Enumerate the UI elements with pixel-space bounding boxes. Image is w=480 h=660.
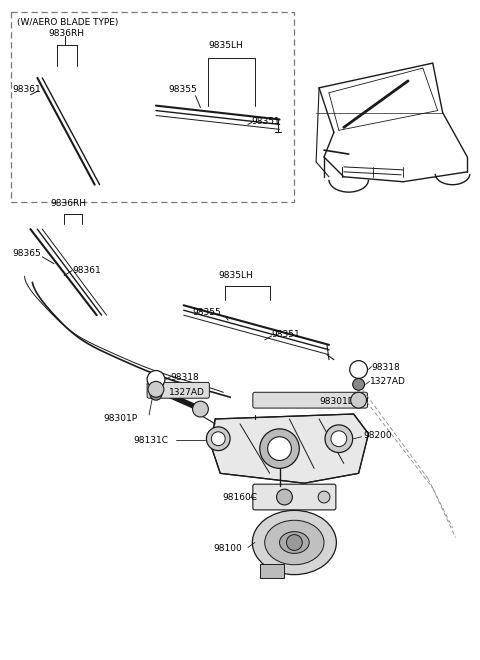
- Text: 98351: 98351: [272, 330, 300, 339]
- Text: 9835LH: 9835LH: [218, 271, 253, 280]
- Circle shape: [318, 491, 330, 503]
- Text: 9836RH: 9836RH: [50, 199, 86, 207]
- FancyBboxPatch shape: [253, 392, 368, 408]
- Text: 98361: 98361: [72, 266, 101, 275]
- Circle shape: [150, 388, 162, 400]
- Text: 98365: 98365: [12, 249, 41, 258]
- Circle shape: [325, 425, 353, 453]
- Circle shape: [351, 392, 367, 408]
- FancyBboxPatch shape: [253, 484, 336, 510]
- Text: 98361: 98361: [12, 85, 41, 94]
- Circle shape: [147, 370, 165, 388]
- Text: 98200: 98200: [363, 431, 392, 440]
- Ellipse shape: [279, 532, 309, 553]
- Circle shape: [192, 401, 208, 417]
- Text: 98355: 98355: [192, 308, 221, 317]
- Bar: [260, 564, 285, 578]
- Text: 98355: 98355: [169, 85, 198, 94]
- Text: 98160C: 98160C: [222, 493, 257, 502]
- Circle shape: [350, 360, 368, 378]
- Text: 1327AD: 1327AD: [370, 378, 405, 387]
- Circle shape: [276, 489, 292, 505]
- Text: 98318: 98318: [171, 372, 200, 381]
- Polygon shape: [210, 414, 369, 483]
- Circle shape: [206, 427, 230, 451]
- Circle shape: [260, 429, 300, 469]
- Circle shape: [148, 381, 164, 397]
- Text: 1327AD: 1327AD: [169, 388, 204, 397]
- Text: 98351: 98351: [252, 117, 281, 127]
- Text: 98301D: 98301D: [319, 397, 355, 406]
- Text: 98100: 98100: [213, 544, 242, 554]
- Bar: [11, 12, 294, 201]
- Ellipse shape: [264, 520, 324, 565]
- Text: 9835LH: 9835LH: [208, 42, 243, 50]
- Circle shape: [287, 535, 302, 550]
- Text: 9836RH: 9836RH: [48, 28, 84, 38]
- Circle shape: [353, 378, 364, 390]
- Circle shape: [211, 432, 225, 446]
- Text: 98131C: 98131C: [133, 436, 168, 445]
- Circle shape: [331, 431, 347, 447]
- Text: (W/AERO BLADE TYPE): (W/AERO BLADE TYPE): [17, 18, 118, 26]
- FancyBboxPatch shape: [147, 382, 209, 398]
- Ellipse shape: [252, 510, 336, 575]
- Circle shape: [268, 437, 291, 461]
- Text: 98318: 98318: [372, 362, 400, 372]
- Text: 98301P: 98301P: [104, 414, 138, 423]
